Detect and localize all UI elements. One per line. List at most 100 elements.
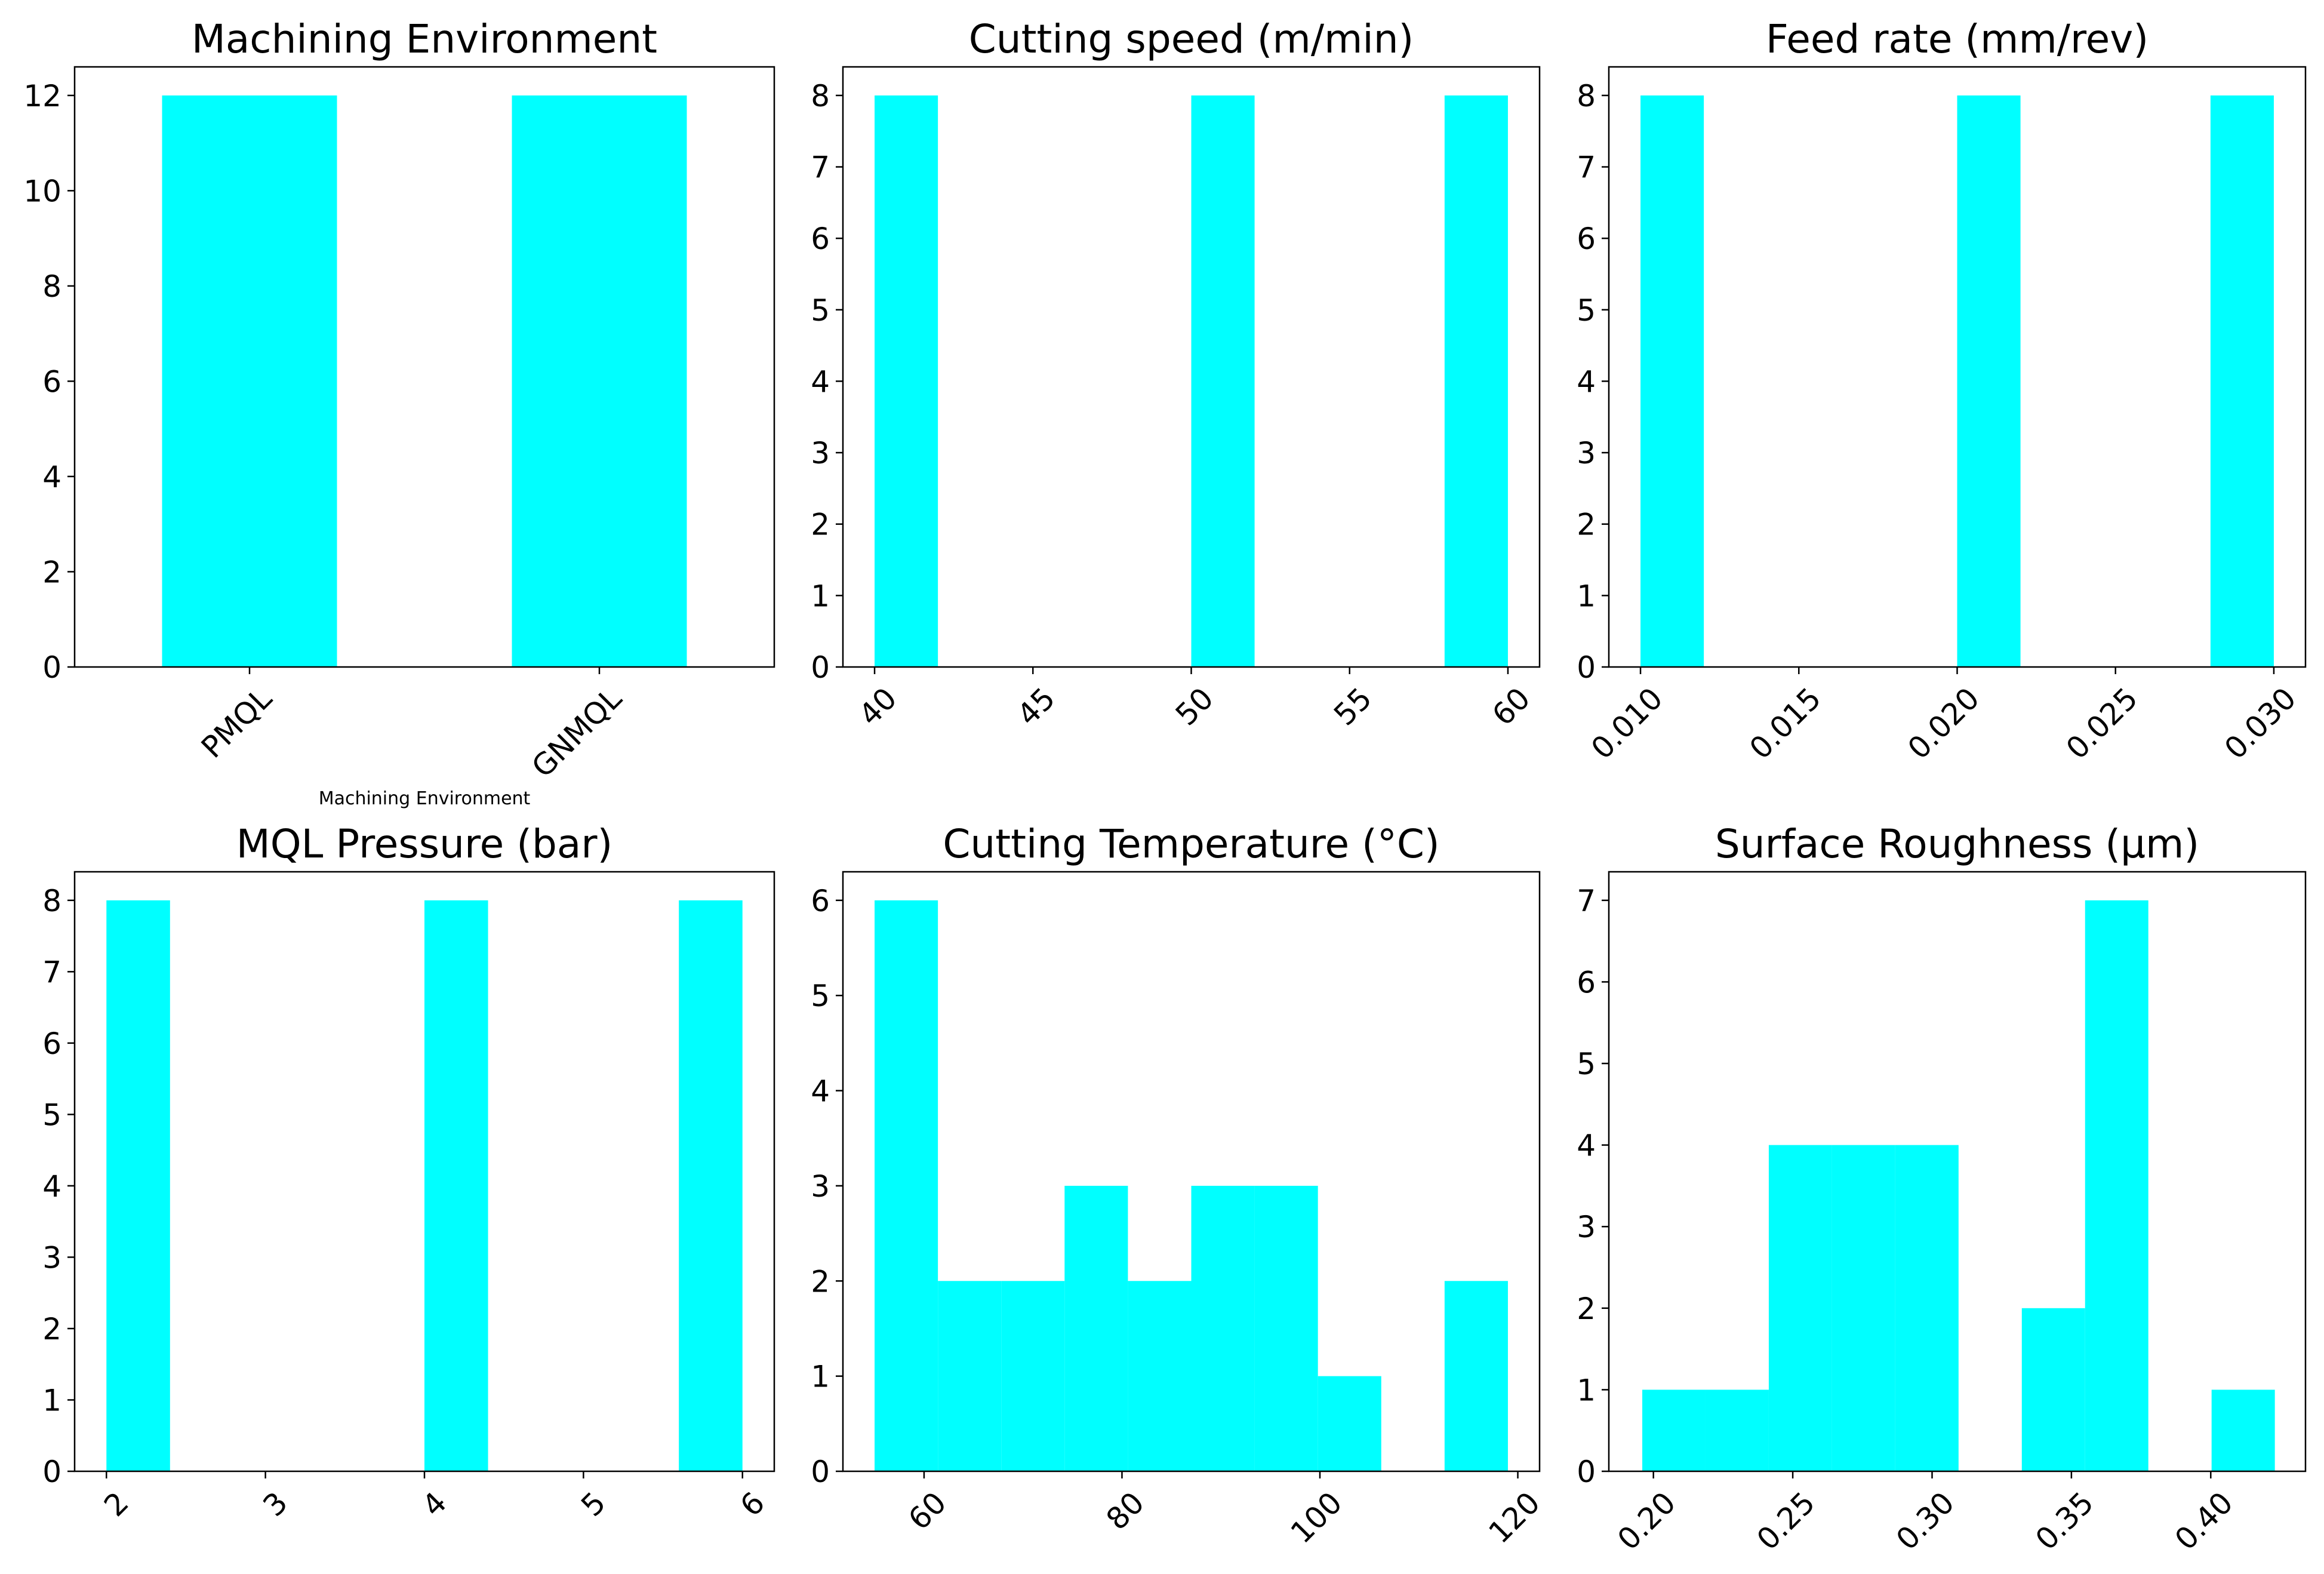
x-tick-label: 55 (1327, 681, 1378, 732)
histogram-bar (1318, 1376, 1381, 1471)
y-tick-label: 3 (1577, 1210, 1596, 1244)
y-tick-label: 5 (811, 293, 830, 328)
chart-title: Cutting speed (m/min) (969, 16, 1414, 62)
x-tick-label: 0.25 (1750, 1485, 1822, 1557)
y-tick-label: 0 (42, 650, 61, 685)
y-tick-label: 2 (811, 1264, 830, 1299)
histogram-bar (679, 900, 743, 1471)
y-tick-label: 6 (1577, 222, 1596, 256)
y-tick-label: 10 (23, 174, 61, 208)
x-tick-label: 3 (257, 1485, 295, 1523)
histogram-bar (1254, 1185, 1318, 1471)
x-tick-label: 0.015 (1743, 681, 1828, 766)
chart-title: MQL Pressure (bar) (236, 821, 612, 867)
histogram-bar (1191, 1185, 1255, 1471)
y-tick-label: 0 (811, 1455, 830, 1489)
y-tick-label: 12 (23, 79, 61, 113)
x-tick-label: GNMQL (525, 681, 629, 784)
chart-title: Cutting Temperature (°C) (943, 821, 1439, 867)
y-tick-label: 5 (42, 1098, 61, 1132)
x-tick-label: 0.30 (1889, 1485, 1961, 1557)
y-tick-label: 0 (1577, 650, 1596, 685)
x-tick-label: 45 (1011, 681, 1062, 732)
y-tick-label: 4 (811, 1074, 830, 1109)
y-tick-label: 0 (1577, 1455, 1596, 1489)
x-tick-label: PMQL (195, 681, 278, 764)
subplot-4: MQL Pressure (bar) 0 1 2 3 4 5 6 7 8 2 3 4 5 6 (42, 821, 775, 1523)
x-tick-label: 60 (901, 1485, 953, 1536)
histogram-bar (1832, 1145, 1895, 1471)
y-tick-label: 7 (1577, 884, 1596, 918)
histogram-bar (875, 900, 938, 1471)
y-tick-label: 6 (42, 1026, 61, 1061)
histogram-bar (2085, 900, 2148, 1471)
x-tick-label: 0.40 (2168, 1485, 2240, 1557)
x-tick-label: 40 (852, 681, 904, 732)
x-tick-label: 0.030 (2218, 681, 2303, 766)
y-tick-label: 6 (42, 364, 61, 399)
y-tick-label: 5 (811, 979, 830, 1013)
y-tick-label: 8 (1577, 79, 1596, 113)
x-tick-label: 0.35 (2029, 1485, 2101, 1557)
y-tick-label: 1 (1577, 579, 1596, 613)
x-tick-label: 0.20 (1611, 1485, 1682, 1557)
y-tick-label: 6 (1577, 965, 1596, 1000)
chart-title: Surface Roughness (μm) (1715, 821, 2199, 867)
y-tick-label: 8 (42, 884, 61, 918)
y-tick-label: 7 (1577, 150, 1596, 185)
histogram-bar (2211, 1389, 2275, 1471)
y-tick-label: 1 (42, 1383, 61, 1418)
y-tick-label: 3 (42, 1240, 61, 1275)
y-tick-label: 7 (42, 955, 61, 989)
histogram-bar (1957, 95, 2021, 667)
histogram-bar (1128, 1281, 1192, 1471)
histogram-bar (1191, 95, 1255, 667)
histogram-bar (1444, 95, 1508, 667)
y-tick-label: 1 (1577, 1373, 1596, 1407)
x-tick-label: 4 (415, 1485, 454, 1523)
y-tick-label: 8 (42, 269, 61, 304)
axes-frame (1608, 871, 2307, 1472)
subplot-6: Surface Roughness (μm) 0 1 2 3 4 5 6 7 0.20 0.25 0.… (1577, 821, 2307, 1557)
x-tick-label: 0.010 (1584, 681, 1669, 766)
x-tick-label: 120 (1482, 1485, 1547, 1550)
y-tick-label: 3 (1577, 436, 1596, 471)
x-tick-label: 0.020 (1901, 681, 1986, 766)
y-tick-label: 3 (811, 436, 830, 471)
histogram-bar (1768, 1145, 1832, 1471)
bar-gnmql (512, 95, 687, 667)
y-tick-label: 4 (42, 460, 61, 494)
histogram-bar (875, 95, 938, 667)
bar-pmql (162, 95, 337, 667)
chart-title: Feed rate (mm/rev) (1766, 16, 2148, 62)
chart-title: Machining Environment (192, 16, 657, 62)
y-tick-label: 0 (42, 1455, 61, 1489)
subplot-3: Feed rate (mm/rev) 0 1 2 3 4 5 6 7 8 0.010 0.015 0.0… (1577, 16, 2307, 766)
y-tick-label: 8 (811, 79, 830, 113)
y-tick-label: 5 (1577, 1047, 1596, 1081)
histogram-bar (2210, 95, 2274, 667)
histogram-bar (1642, 1389, 1706, 1471)
subplot-5: Cutting Temperature (°C) 0 1 2 3 4 5 6 60 80 100 12… (811, 821, 1547, 1550)
y-tick-label: 2 (811, 508, 830, 542)
histogram-bar (1001, 1281, 1065, 1471)
x-tick-label: 5 (574, 1485, 612, 1523)
histogram-bar (938, 1281, 1002, 1471)
y-tick-label: 4 (42, 1169, 61, 1204)
y-tick-label: 6 (811, 222, 830, 256)
histogram-bar (424, 900, 488, 1471)
y-tick-label: 5 (1577, 293, 1596, 328)
y-tick-label: 4 (811, 364, 830, 399)
x-axis-label: Machining Environment (319, 788, 531, 809)
y-tick-label: 1 (811, 579, 830, 613)
y-tick-label: 3 (811, 1169, 830, 1204)
histogram-bar (106, 900, 170, 1471)
x-tick-label: 60 (1485, 681, 1537, 732)
histogram-bar (1895, 1145, 1959, 1471)
axes-frame (73, 66, 775, 668)
histogram-bar (2021, 1308, 2085, 1471)
x-tick-label: 100 (1284, 1485, 1349, 1550)
histogram-bar (1640, 95, 1704, 667)
